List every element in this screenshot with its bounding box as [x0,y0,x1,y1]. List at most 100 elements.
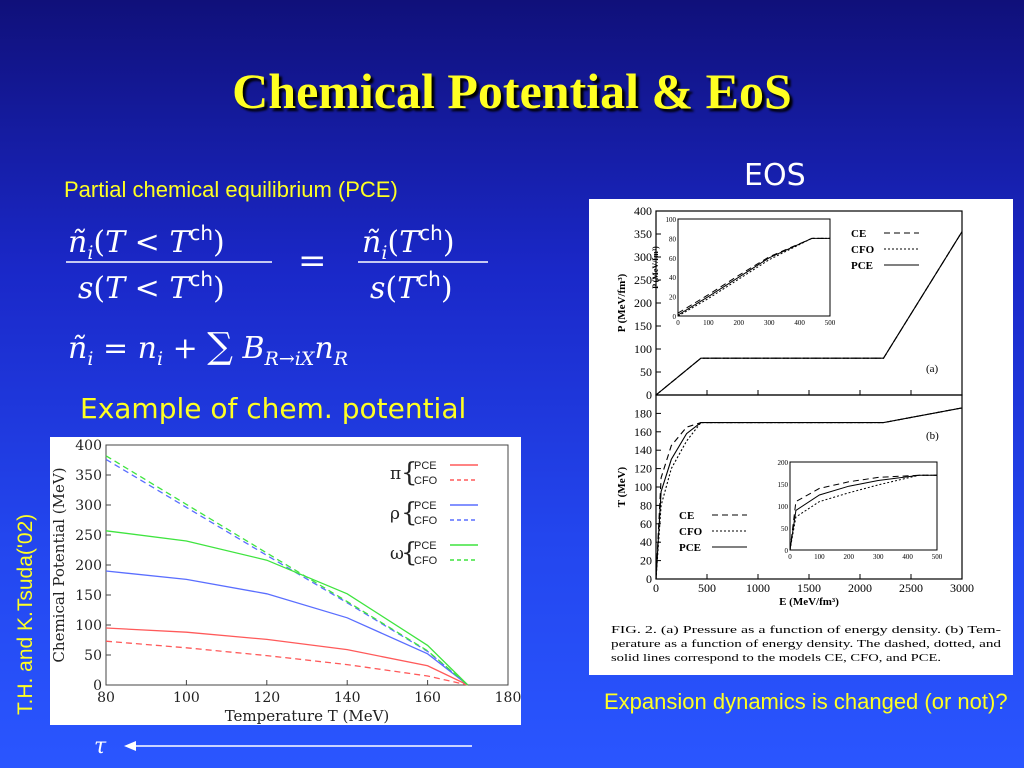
inset-x-tick-label: 100 [814,553,825,561]
y-tick-label: 60 [640,517,652,531]
inset-y-tick-label: 0 [673,313,677,321]
legend-entry-label: PCE [414,460,437,472]
x-tick-label: 3000 [950,581,974,595]
y-tick-label: 20 [640,554,652,568]
y-tick-label: 100 [634,480,652,494]
panel-tag: (a) [926,363,939,375]
x-axis-label: Temperature T (MeV) [225,707,390,725]
legend-entry-label: PCE [414,500,437,512]
x-tick-label: 2500 [899,581,923,595]
y-tick-label: 0 [646,572,652,586]
inset-y-tick-label: 0 [785,547,789,555]
inset-x-tick-label: 100 [703,319,714,327]
inset-series-line [789,474,937,551]
inset-y-tick-label: 20 [669,294,677,302]
authors-label: T.H. and K.Tsuda('02) [14,513,37,715]
series-line [105,455,469,686]
y-tick-label: 350 [75,468,102,484]
svg-text:ñi = ni + ∑ BR→iXnR: ñi = ni + ∑ BR→iXnR [68,326,348,370]
y-tick-label: 0 [93,678,102,694]
inset-series-line [677,237,830,316]
y-tick-label: 140 [634,443,652,457]
series-line [105,570,469,686]
x-tick-label: 0 [653,581,659,595]
series-line [655,407,963,580]
inset-y-tick-label: 80 [669,235,677,243]
y-tick-label: 250 [75,528,102,544]
y-tick-label: 50 [84,648,102,664]
x-tick-label: 2000 [848,581,872,595]
inset-y-tick-label: 60 [669,255,677,263]
x-tick-label: 1500 [797,581,821,595]
legend-entry-label: PCE [851,260,873,272]
figure-caption-line: FIG. 2. (a) Pressure as a function of en… [611,625,1002,636]
x-tick-label: 180 [495,690,521,706]
x-tick-label: 160 [414,690,441,706]
y-tick-label: 250 [634,273,652,287]
inset-y-axis-label: P (MeV/fm³) [651,246,660,289]
slide-title: Chemical Potential & EoS [232,63,792,119]
eq1-lhs-fraction: ñi(T < Tch) s(T < Tch) [66,221,272,306]
y-tick-label: 300 [75,498,102,514]
inset-x-tick-label: 200 [734,319,745,327]
inset-x-tick-label: 500 [825,319,836,327]
y-tick-label: 150 [634,319,652,333]
legend-brace: { [401,458,418,488]
legend-entry-label: CFO [679,526,703,538]
chem-potential-chart: 80 100 120 140 160 180 0 50 100 150 200 250 300 350 40… [50,438,521,725]
legend-entry-label: PCE [679,542,701,554]
legend-symbol: ω [390,544,404,564]
y-tick-label: 200 [75,558,102,574]
y-axis-label: Chemical Potential (MeV) [50,467,68,662]
legend-entry-label: CFO [414,555,438,567]
legend-entry-label: CFO [851,244,875,256]
inset-y-tick-label: 100 [778,503,789,511]
svg-text:ñi(Tch): ñi(Tch) [362,221,455,264]
y-tick-label: 40 [640,535,652,549]
y-tick-label: 180 [634,406,652,420]
series-line [105,458,469,686]
eos-label: EOS [744,158,806,193]
x-tick-label: 100 [173,690,200,706]
series-line [655,407,963,580]
legend-symbol: π [390,464,401,484]
panel-tag: (b) [926,430,939,442]
inset-x-tick-label: 500 [932,553,943,561]
inset-y-tick-label: 100 [666,216,677,224]
figure-caption-line: solid lines correspond to the models CE,… [611,653,941,664]
y-axis-label: T (MeV) [616,466,628,507]
legend-entry-label: CE [679,510,694,522]
x-tick-label: 500 [698,581,716,595]
inset-y-tick-label: 200 [778,459,789,467]
y-tick-label: 80 [640,498,652,512]
svg-text:s(Tch): s(Tch) [370,267,453,306]
eos-figure-panel: 0 50 100 150 200 250 300 350 400 P (MeV/fm³) (a) 0 1… [589,199,1013,675]
tau-symbol: τ [94,734,107,759]
series-line [655,231,963,396]
inset-y-tick-label: 50 [781,525,789,533]
legend-brace: { [401,498,418,528]
series-line [105,640,468,686]
pce-heading: Partial chemical equilibrium (PCE) [64,177,398,202]
figure-caption-line: perature as a function of energy density… [611,639,1002,650]
x-axis-label: E (MeV/fm³) [779,596,839,608]
y-tick-label: 100 [75,618,102,634]
y-tick-label: 400 [75,438,102,454]
legend-symbol: ρ [390,504,400,524]
inset-series-line [789,474,937,551]
inset-x-tick-label: 400 [902,553,913,561]
expansion-note: Expansion dynamics is changed (or not)? [604,689,1008,714]
inset-y-tick-label: 150 [778,481,789,489]
plot-frame [105,444,509,686]
y-tick-label: 300 [634,250,652,264]
inset-x-tick-label: 200 [844,553,855,561]
arrow-head [124,741,136,751]
y-tick-label: 0 [646,388,652,402]
inset-y-tick-label: 40 [669,274,677,282]
y-tick-label: 100 [634,342,652,356]
y-tick-label: 160 [634,425,652,439]
svg-text:ñi(T < Tch): ñi(T < Tch) [68,221,225,264]
y-tick-label: 150 [75,588,102,604]
series-line [105,627,469,686]
y-axis-label: P (MeV/fm³) [616,273,628,332]
